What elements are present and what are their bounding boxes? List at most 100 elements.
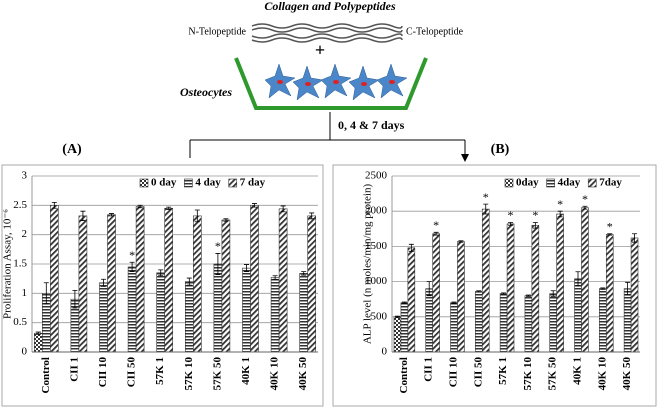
bar (250, 205, 259, 353)
bar (78, 215, 88, 353)
collagen-fibers (251, 23, 403, 43)
significance-marker: * (532, 208, 538, 222)
legend-swatch (184, 178, 193, 188)
bar (299, 273, 309, 353)
x-tick-label: 40K 1 (240, 357, 252, 385)
bar (278, 208, 288, 353)
bar (193, 215, 202, 353)
y-tick-label: 0.5 (13, 316, 27, 328)
significance-marker: * (582, 192, 588, 206)
bar (33, 332, 43, 353)
bar (135, 206, 145, 353)
y-tick-label: 500 (371, 310, 388, 322)
arrows (189, 139, 465, 158)
error-bar (272, 275, 278, 280)
right-label: C-Telopeptide (406, 26, 464, 37)
error-bar (557, 210, 563, 218)
error-bar (401, 301, 407, 304)
error-bar (483, 203, 489, 215)
bar (213, 263, 223, 353)
y-tick-label: 1.5 (13, 258, 27, 270)
error-bar (109, 213, 115, 217)
bar (307, 215, 317, 353)
legend-swatch (546, 178, 555, 188)
x-tick-label: 57K 1 (154, 357, 166, 385)
x-tick-label: CII 1 (423, 357, 435, 382)
x-tick-label: 40K 50 (621, 357, 633, 391)
error-bar (137, 204, 143, 209)
bar (499, 293, 508, 353)
error-bar (476, 290, 482, 293)
bar (164, 207, 174, 353)
x-tick-label: 57K 50 (211, 357, 223, 391)
x-tick-label: CII 50 (126, 357, 138, 388)
panel-title: (A) (62, 142, 82, 157)
legend-label: 0 day (151, 177, 177, 189)
bar (574, 278, 582, 353)
panel-title: (B) (491, 142, 510, 157)
y-tick-label: 1000 (365, 275, 388, 287)
error-bar (129, 261, 135, 273)
bar (432, 233, 440, 353)
legend-swatch (504, 178, 514, 188)
significance-marker: * (557, 197, 563, 211)
diagram-title: Collagen and Polypeptides (264, 0, 396, 13)
error-bar (252, 203, 258, 208)
y-tick-label: 0 (22, 346, 28, 358)
plus-sign: + (315, 40, 325, 60)
x-tick-label: 40K 10 (596, 357, 608, 391)
panel-a-frame (1, 164, 324, 407)
bar (407, 247, 416, 353)
error-bar (309, 212, 315, 220)
bar (475, 291, 483, 353)
y-axis-label: Proliferation Assay, 10⁻⁶ (2, 209, 14, 319)
error-bar (625, 281, 631, 296)
bar (425, 288, 433, 353)
bar (581, 207, 589, 353)
legend-label: 4day (558, 177, 581, 189)
bar (605, 234, 614, 353)
error-bar (501, 292, 507, 295)
x-tick-label: 57K 50 (547, 357, 559, 391)
bar (99, 282, 108, 353)
left-label: N-Telopeptide (188, 26, 246, 37)
bar (270, 277, 280, 353)
y-axis-label: ALP level (n moles/min/mg protein) (362, 184, 374, 345)
error-bar (433, 231, 439, 236)
x-tick-label: 57K 10 (522, 357, 534, 391)
x-tick-label: CII 1 (68, 357, 80, 382)
significance-marker: * (607, 219, 613, 233)
error-bar (223, 218, 229, 222)
error-bar (582, 205, 588, 210)
error-bar (408, 243, 414, 252)
error-bar (607, 233, 613, 236)
bar (184, 281, 194, 353)
y-tick-label: 2 (22, 228, 28, 240)
error-bar (525, 294, 531, 297)
y-tick-label: 2500 (365, 170, 388, 182)
bar (630, 237, 639, 353)
error-bar (508, 222, 514, 226)
error-bar (394, 315, 400, 318)
error-bar (600, 287, 606, 290)
significance-marker: * (129, 248, 135, 262)
legend-swatch (139, 178, 149, 188)
bar (393, 316, 402, 353)
x-tick-label: 40K 1 (572, 357, 584, 385)
y-tick-label: 0 (382, 346, 388, 358)
legend-swatch (228, 178, 238, 188)
y-tick-label: 1 (22, 287, 28, 299)
bar (623, 288, 632, 353)
error-bar (458, 240, 464, 243)
legend-label: 0day (516, 177, 539, 189)
bar (450, 302, 458, 353)
legend-label: 4 day (195, 177, 221, 189)
panel-b-frame (332, 164, 657, 407)
error-bar (532, 222, 538, 229)
x-tick-label: CII 10 (97, 357, 109, 388)
significance-marker: * (508, 208, 514, 222)
bar (221, 219, 231, 353)
error-bar (158, 269, 164, 277)
x-tick-label: CII 10 (448, 357, 460, 388)
